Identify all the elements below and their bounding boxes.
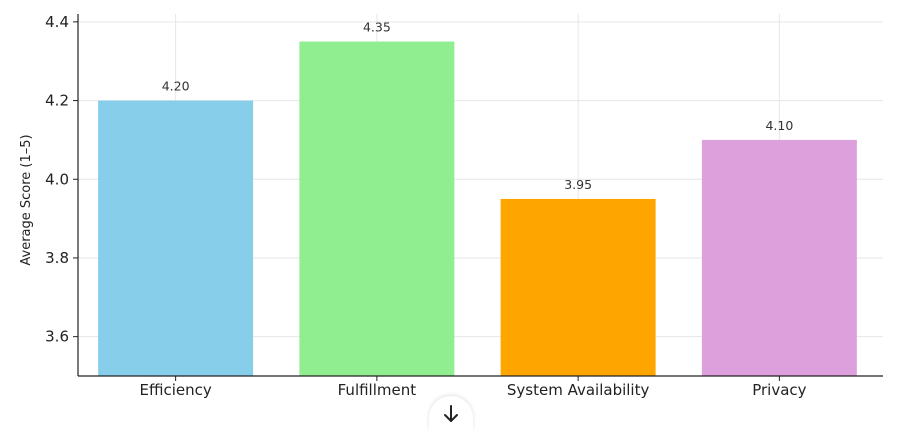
x-tick-label: Privacy	[752, 381, 806, 399]
x-tick-label: System Availability	[507, 381, 650, 399]
bar-system-availability	[500, 198, 656, 376]
y-tick-label: 3.8	[45, 249, 69, 267]
y-axis-title: Average Score (1–5)	[19, 134, 34, 265]
x-tick-label: Fulfillment	[338, 381, 417, 399]
x-tick-label-layer: Efficiency Fulfillment System Availability…	[139, 381, 806, 399]
bar-value-label: 4.35	[363, 20, 391, 35]
y-tick-label: 4.0	[45, 170, 69, 188]
bar-fulfillment	[299, 41, 455, 376]
y-tick-label: 4.4	[45, 13, 69, 31]
y-tick-label-layer: 3.6 3.8 4.0 4.2 4.4	[45, 13, 69, 346]
bar-efficiency	[98, 100, 254, 376]
axis-layer	[73, 14, 883, 381]
bar-value-label: 3.95	[564, 177, 592, 192]
y-tick-label: 4.2	[45, 92, 69, 110]
bar-privacy	[701, 139, 857, 376]
value-label-layer: 4.20 4.35 3.95 4.10	[162, 20, 794, 192]
y-tick-label: 3.6	[45, 328, 69, 346]
arrow-down-icon	[444, 405, 458, 422]
x-tick-label: Efficiency	[139, 381, 211, 399]
scroll-down-button[interactable]	[429, 396, 473, 430]
bar-value-label: 4.10	[765, 118, 793, 133]
bars-layer	[98, 41, 857, 376]
bar-value-label: 4.20	[162, 79, 190, 94]
